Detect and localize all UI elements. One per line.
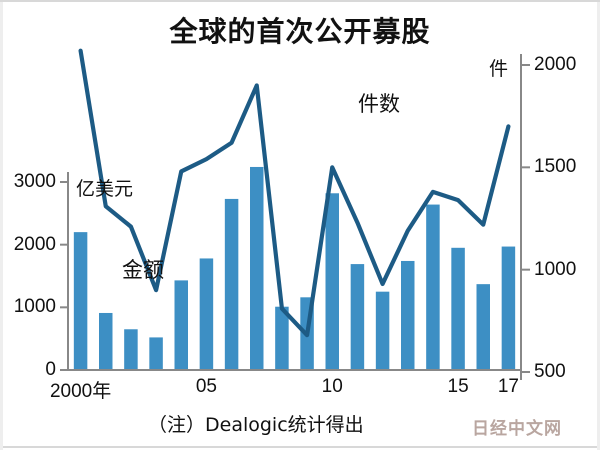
x-tick-label-0: 2000年 <box>49 381 112 402</box>
right-border <box>597 2 600 450</box>
bar-11 <box>350 264 365 370</box>
bar-01 <box>99 312 113 370</box>
right-tick-label-500: 500 <box>534 361 566 382</box>
bar-series-label: 金额 <box>122 258 164 282</box>
line-series-group <box>78 48 511 338</box>
left-border <box>0 2 3 450</box>
bar-13 <box>401 260 415 370</box>
bar-03 <box>149 337 163 370</box>
bar-16 <box>476 284 490 370</box>
right-tick-label-2000: 2000 <box>534 54 577 75</box>
bar-series-group <box>73 166 516 370</box>
axes-group <box>60 54 530 380</box>
left-tick-label-0: 0 <box>45 359 56 380</box>
line-path-deal-count <box>78 48 511 338</box>
bar-08 <box>275 306 289 370</box>
left-tick-label-3000: 3000 <box>13 171 56 192</box>
bar-04 <box>174 280 188 370</box>
bar-10 <box>325 193 339 370</box>
bar-07 <box>250 166 264 370</box>
right-tick-label-1500: 1500 <box>534 156 577 178</box>
bar-05 <box>199 258 214 370</box>
watermark: 日经中文网 <box>472 419 562 439</box>
left-tick-label-2000: 2000 <box>13 233 56 255</box>
source-note: （注）Dealogic统计得出 <box>148 414 364 436</box>
left-axis-unit-label: 亿美元 <box>76 178 134 200</box>
x-tick-label-5: 05 <box>195 376 217 397</box>
bar-2000年 <box>73 232 88 370</box>
right-tick-label-1000: 1000 <box>534 258 577 280</box>
bar-17 <box>501 246 516 370</box>
bar-06 <box>224 198 239 370</box>
bar-14 <box>426 204 440 370</box>
page-title: 全球的首次公开募股 <box>169 15 431 48</box>
bar-12 <box>375 291 390 370</box>
line-series-label: 件数 <box>358 92 400 116</box>
x-tick-label-10: 10 <box>321 376 343 397</box>
left-tick-label-1000: 1000 <box>13 296 56 318</box>
right-axis-unit-label: 件 <box>489 58 509 80</box>
bar-02 <box>124 329 138 370</box>
bar-15 <box>451 247 465 370</box>
x-tick-label-17: 17 <box>497 376 519 397</box>
x-tick-label-15: 15 <box>447 376 469 397</box>
